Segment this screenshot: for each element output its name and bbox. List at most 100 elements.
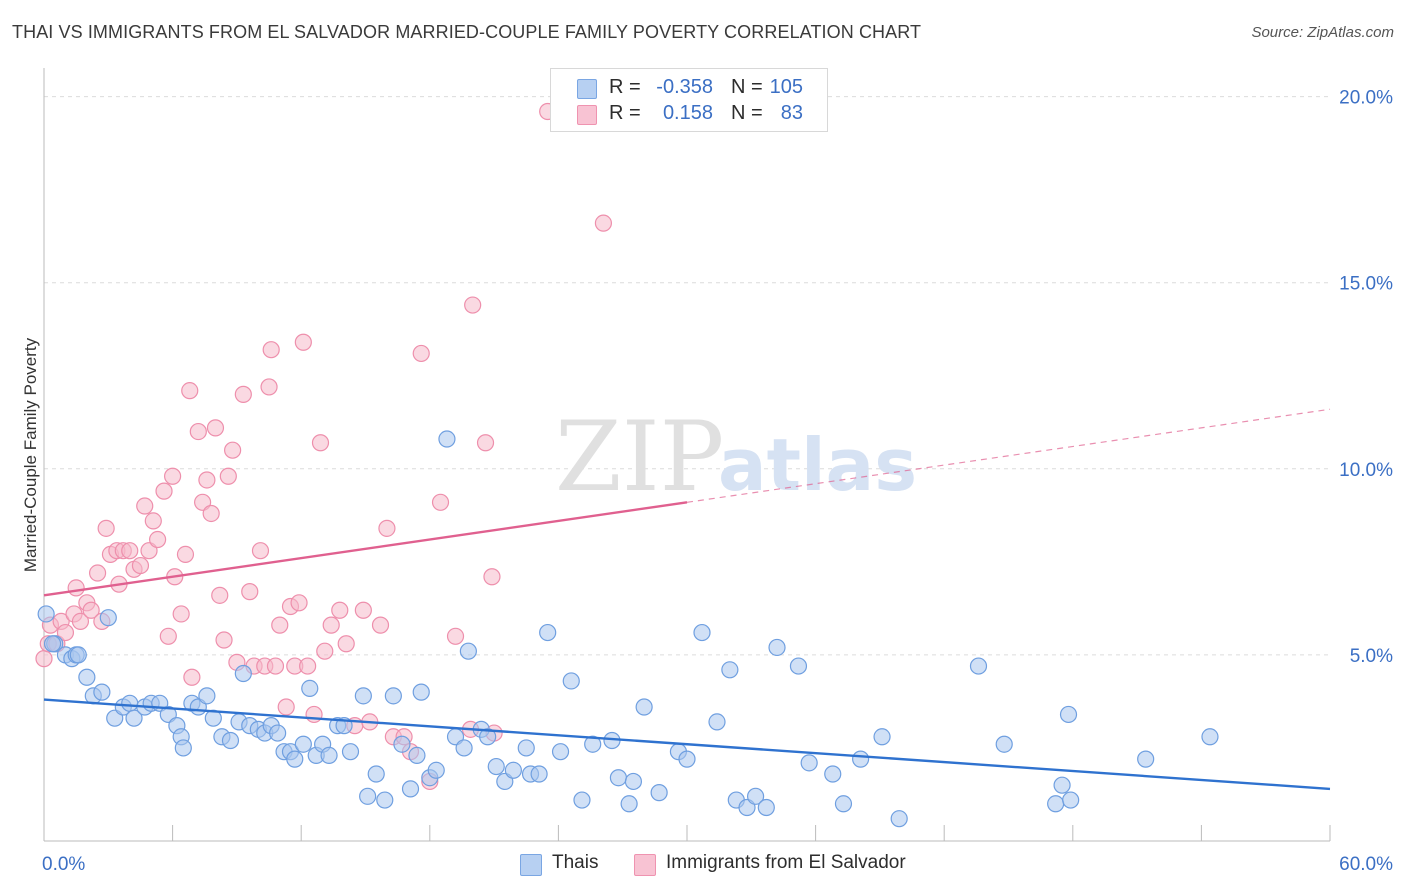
watermark-atlas: atlas [718, 423, 917, 507]
thais-point [800, 754, 818, 772]
y-tick-label: 10.0% [1339, 460, 1393, 481]
salvador-point [294, 333, 312, 351]
bottom-legend-swatch-blue [520, 854, 542, 876]
legend-r-label: R = [609, 76, 641, 98]
salvador-point [331, 601, 349, 619]
trend-lines [43, 408, 1331, 791]
thais-point [384, 687, 402, 705]
thais-point [69, 646, 87, 664]
bottom-legend-label: Immigrants from El Salvador [666, 852, 906, 873]
thais-point [269, 724, 287, 742]
x-tick-labels: 0.0% 60.0% [42, 854, 1393, 875]
thais-point [757, 798, 775, 817]
thais-point [1062, 791, 1080, 809]
thais-point [221, 731, 240, 750]
thais-point [551, 743, 570, 761]
watermark: ZIP atlas [555, 401, 917, 513]
x-tick-label: 60.0% [1339, 854, 1393, 875]
salvador-points [35, 102, 613, 791]
salvador-point [206, 419, 225, 437]
thais-point [693, 623, 711, 642]
thais-point [573, 791, 591, 809]
thais-point [609, 769, 628, 787]
thais-point [530, 765, 548, 783]
legend-n-label: N = [731, 76, 763, 98]
legend-n-label: N = [731, 102, 763, 124]
salvador-point [354, 601, 372, 619]
legend-n-value: 105 [769, 76, 803, 98]
salvador-point [476, 434, 495, 452]
salvador-point [136, 497, 154, 515]
thais-point [517, 739, 535, 757]
salvador-point [82, 601, 100, 619]
thais-point [99, 609, 117, 627]
salvador-point [594, 214, 613, 232]
thais-point [341, 743, 360, 761]
thais-point [401, 780, 420, 798]
salvador-point [176, 545, 195, 564]
salvador-point [260, 378, 278, 396]
thais-point [459, 642, 477, 660]
salvador-point [483, 568, 501, 586]
x-ticks [43, 825, 1331, 841]
legend-n-value: 83 [780, 102, 803, 124]
thais-point [650, 784, 668, 802]
thais-point [562, 672, 580, 690]
salvador-point [271, 616, 289, 634]
thais-point [539, 623, 557, 642]
thais-point [1201, 728, 1219, 746]
y-tick-label: 20.0% [1339, 88, 1393, 109]
salvador-point [211, 586, 229, 604]
salvador-point [311, 434, 330, 452]
salvador-point [305, 705, 323, 724]
thais-point [438, 430, 456, 448]
thais-point [43, 635, 62, 653]
salvador-point [290, 594, 308, 612]
salvador-point [431, 493, 450, 511]
salvador-point [164, 467, 182, 485]
salvador-point [378, 519, 396, 537]
thais-point [479, 728, 497, 746]
thais-point [890, 810, 908, 828]
thais-point [969, 657, 988, 675]
y-tick-label: 5.0% [1350, 646, 1393, 667]
thais-point [852, 750, 870, 768]
salvador-point [371, 616, 390, 634]
thais-point [768, 638, 786, 657]
thais-point [708, 713, 726, 731]
salvador-point [219, 467, 237, 485]
thais-point [678, 750, 696, 768]
thais-point [301, 679, 319, 698]
salvador-point [198, 471, 216, 489]
thais-point [174, 739, 192, 757]
legend-r-value: 0.158 [662, 102, 713, 124]
salvador-trend-line [43, 501, 688, 597]
salvador-point [155, 482, 173, 500]
salvador-point [241, 583, 259, 601]
salvador-point [446, 627, 465, 645]
thais-point [198, 687, 216, 705]
legend-swatch-blue [577, 79, 597, 99]
thais-point [635, 698, 653, 716]
salvador-point [172, 605, 190, 623]
salvador-point [97, 519, 115, 537]
thais-point [721, 661, 739, 679]
thais-point [746, 787, 765, 805]
gridlines [44, 96, 1330, 656]
thais-point [408, 746, 426, 764]
thais-point [1059, 705, 1078, 724]
salvador-point [262, 341, 280, 359]
y-tick-label: 15.0% [1339, 274, 1393, 295]
thais-point [1053, 776, 1071, 794]
salvador-point [412, 344, 430, 363]
thais-point [789, 657, 808, 675]
salvador-point [277, 698, 295, 716]
thais-point [995, 735, 1013, 753]
thais-point [125, 709, 143, 727]
thais-point [873, 728, 891, 746]
salvador-point [251, 542, 270, 560]
thais-point [834, 795, 853, 813]
y-axis-label: Married-Couple Family Poverty [21, 337, 40, 572]
watermark-zip: ZIP [555, 401, 724, 513]
